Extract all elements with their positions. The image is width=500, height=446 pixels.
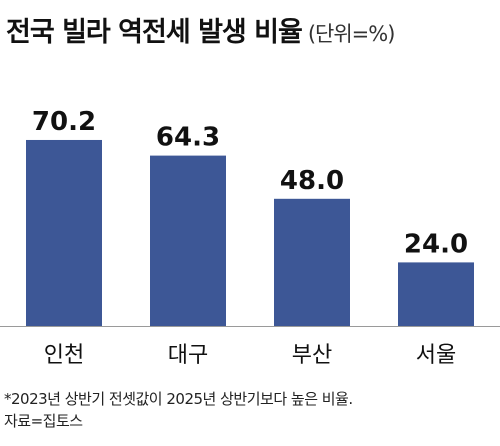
footnote: *2023년 상반기 전셋값이 2025년 상반기보다 높은 비율. 자료=집토… [4,388,353,432]
bar-3 [274,198,350,326]
chart-title-text: 전국 빌라 역전세 발생 비율 [6,17,303,48]
value-label-1: 70.2 [32,107,96,137]
category-label-4: 서울 [416,343,456,368]
value-label-3: 48.0 [280,166,344,196]
category-label-1: 인천 [44,343,84,368]
value-label-4: 24.0 [404,229,468,259]
category-label-2: 대구 [168,343,208,368]
chart-title: 전국 빌라 역전세 발생 비율 (단위=%) [6,10,396,49]
bar-chart: 70.2 인천 64.3 대구 48.0 부산 24.0 서울 [0,107,500,368]
category-label-3: 부산 [292,343,332,368]
bar-1 [26,139,102,326]
bar-4 [398,262,474,326]
footnote-line-1: *2023년 상반기 전셋값이 2025년 상반기보다 높은 비율. [4,390,353,408]
bar-2 [150,155,226,326]
unit-label: (단위=%) [307,22,396,46]
footnote-line-2: 자료=집토스 [4,412,83,430]
value-label-2: 64.3 [156,123,220,153]
